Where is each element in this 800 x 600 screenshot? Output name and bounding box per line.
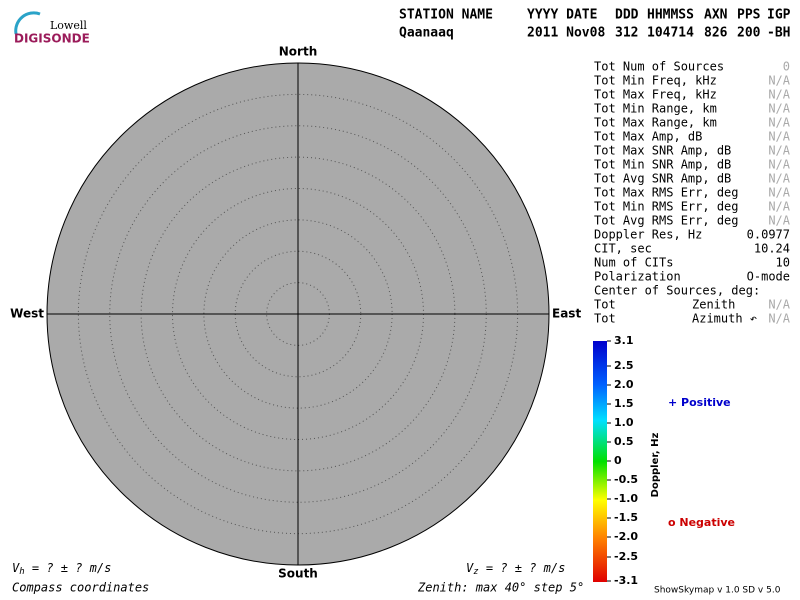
stat-value: O-mode (747, 270, 790, 284)
vz-line: Vz = ? ± ? m/s (466, 561, 565, 577)
stat-value: 10.24 (754, 242, 790, 256)
legend-positive: + Positive (668, 396, 731, 409)
colorbar-tick-label: 2.0 (614, 378, 634, 391)
header-value: 2011 Nov08 (527, 26, 605, 41)
vh-text: = ? ± ? m/s (25, 561, 112, 575)
stat-value: N/A (768, 158, 790, 172)
legend-negative: o Negative (668, 516, 735, 529)
colorbar-tick-label: 3.1 (614, 334, 634, 347)
center-param: Zenith (692, 298, 735, 312)
stat-label: Tot Num of Sources (594, 60, 724, 74)
colorbar-tick-label: -0.5 (614, 473, 638, 486)
north-label: North (279, 45, 317, 59)
zenith-note: Zenith: max 40° step 5° (417, 581, 584, 595)
logo-bottom: DIGISONDE (14, 32, 90, 46)
stat-label: Tot Max Range, km (594, 116, 717, 130)
colorbar-tick-label: -1.0 (614, 492, 638, 505)
header-value: 312 (615, 26, 638, 41)
header-label: STATION NAME (399, 8, 493, 23)
coords-note: Compass coordinates (12, 581, 149, 595)
logo: Lowell DIGISONDE (14, 11, 90, 46)
colorbar-tick-label: 2.5 (614, 359, 634, 372)
colorbar-title: Doppler, Hz (650, 433, 661, 498)
stat-label: Tot Min Range, km (594, 102, 717, 116)
logo-top: Lowell (50, 19, 87, 32)
stat-label: Num of CITs (594, 256, 673, 270)
colorbar (593, 341, 607, 582)
colorbar-tick-label: -2.0 (614, 530, 638, 543)
stat-label: Tot Max Freq, kHz (594, 88, 717, 102)
vh-line: Vh = ? ± ? m/s (12, 561, 111, 577)
stat-value: N/A (768, 186, 790, 200)
stat-value: N/A (768, 74, 790, 88)
stat-value: N/A (768, 116, 790, 130)
stat-value: N/A (768, 88, 790, 102)
colorbar-tick-label: 1.5 (614, 397, 634, 410)
vz-text: = ? ± ? m/s (479, 561, 566, 575)
stat-label: Tot Avg SNR Amp, dB (594, 172, 731, 186)
header-value: 104714 (647, 26, 694, 41)
colorbar-tick-label: -2.5 (614, 550, 638, 563)
center-value: N/A (768, 298, 790, 312)
stat-value: 0.0977 (747, 228, 790, 242)
header-label: AXN (704, 8, 728, 23)
header-value: Qaanaaq (399, 26, 454, 41)
stat-label: Tot Min RMS Err, deg (594, 200, 739, 214)
header-label: IGP (767, 8, 791, 23)
center-title: Center of Sources, deg: (594, 284, 760, 298)
stat-value: N/A (768, 144, 790, 158)
stat-label: Tot Min SNR Amp, dB (594, 158, 731, 172)
stat-value: N/A (768, 102, 790, 116)
stat-label: Doppler Res, Hz (594, 228, 702, 242)
stat-value: N/A (768, 200, 790, 214)
stat-label: Tot Max Amp, dB (594, 130, 702, 144)
vz-sub: z (473, 567, 478, 577)
stat-value: N/A (768, 130, 790, 144)
west-label: West (10, 307, 44, 321)
stat-label: Polarization (594, 270, 681, 284)
vh-symbol: V (12, 561, 20, 575)
stat-value: 0 (783, 60, 790, 74)
header-value: -BH (767, 26, 790, 41)
header-label: YYYY DATE (527, 8, 597, 23)
center-label: Tot (594, 312, 616, 326)
stat-label: Tot Avg RMS Err, deg (594, 214, 739, 228)
center-value: N/A (768, 312, 790, 326)
stat-value: N/A (768, 172, 790, 186)
stat-label: Tot Min Freq, kHz (594, 74, 717, 88)
logo-swoosh (14, 11, 41, 35)
colorbar-tick-label: 1.0 (614, 416, 634, 429)
vz-symbol: V (466, 561, 474, 575)
center-param: Azimuth ↶ (692, 312, 757, 326)
east-label: East (552, 307, 581, 321)
header-label: DDD (615, 8, 639, 23)
colorbar-tick-label: -1.5 (614, 511, 638, 524)
header-value: 826 (704, 26, 728, 41)
colorbar-tick-label: 0 (614, 454, 622, 467)
stat-value: N/A (768, 214, 790, 228)
version: ShowSkymap v 1.0 SD v 5.0 (654, 586, 781, 596)
stat-label: CIT, sec (594, 242, 652, 256)
south-label: South (278, 567, 318, 581)
stat-value: 10 (776, 256, 790, 270)
vh-sub: h (19, 567, 24, 577)
center-label: Tot (594, 298, 616, 312)
colorbar-tick-label: 0.5 (614, 435, 634, 448)
stat-label: Tot Max SNR Amp, dB (594, 144, 731, 158)
header-label: PPS (737, 8, 761, 23)
colorbar-tick-label: -3.1 (614, 574, 638, 587)
header-value: 200 (737, 26, 761, 41)
stat-label: Tot Max RMS Err, deg (594, 186, 739, 200)
header-label: HHMMSS (647, 8, 694, 23)
